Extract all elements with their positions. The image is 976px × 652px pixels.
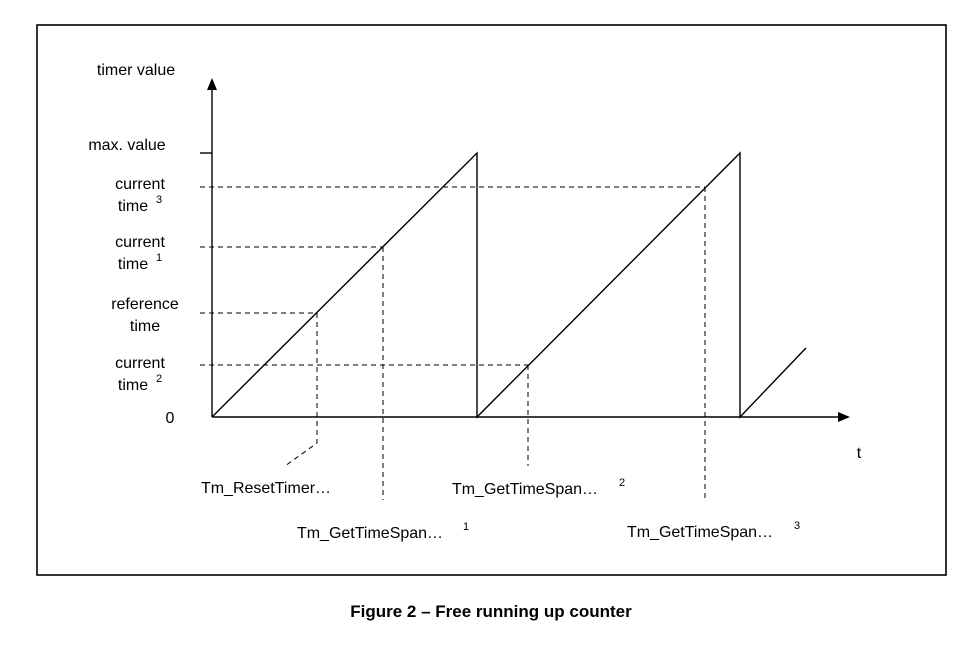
get-time-span-1-sup: 1	[463, 521, 469, 533]
current-time-2-label-2: time	[118, 377, 148, 394]
current-time-2-label: current	[115, 355, 165, 372]
reset-timer-call-label: Tm_ResetTimer…	[201, 480, 331, 497]
counter-sawtooth	[211, 151, 807, 419]
current-time-3-sup: 3	[156, 194, 162, 206]
get-time-span-2-label: Tm_GetTimeSpan…	[452, 481, 598, 498]
figure-frame	[36, 24, 947, 576]
current-time-2-sup: 2	[156, 373, 162, 385]
x-axis-title: t	[857, 445, 862, 462]
current-time-3-label-2: time	[118, 198, 148, 215]
guide-reset-call	[284, 313, 318, 467]
get-time-span-1-label: Tm_GetTimeSpan…	[297, 525, 443, 542]
current-time-1-label: current	[115, 234, 165, 251]
current-time-1-label-2: time	[118, 256, 148, 273]
current-time-1-sup: 1	[156, 252, 162, 264]
get-time-span-3-label: Tm_GetTimeSpan…	[627, 524, 773, 541]
get-time-span-2-sup: 2	[619, 477, 625, 489]
y-axis-title: timer value	[97, 62, 175, 79]
reference-time-label-2: time	[130, 318, 160, 335]
max-value-label: max. value	[88, 137, 165, 154]
current-time-3-label: current	[115, 176, 165, 193]
origin-label: 0	[166, 410, 175, 427]
figure-caption: Figure 2 – Free running up counter	[350, 602, 632, 621]
get-time-span-3-sup: 3	[794, 520, 800, 532]
reference-time-label: reference	[111, 296, 179, 313]
